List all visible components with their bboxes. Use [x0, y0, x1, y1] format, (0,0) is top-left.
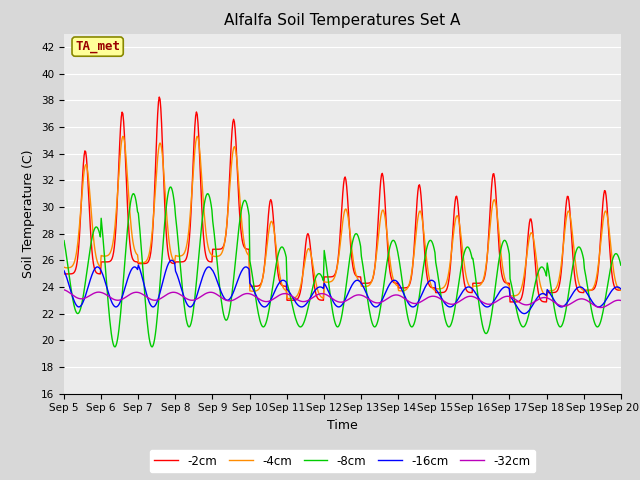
- -32cm: [60, 287, 68, 293]
- -4cm: [127, 227, 135, 232]
- -16cm: [127, 267, 135, 273]
- -16cm: [428, 277, 435, 283]
- -4cm: [286, 296, 294, 301]
- -2cm: [127, 252, 135, 257]
- -2cm: [185, 243, 193, 249]
- -8cm: [428, 239, 436, 244]
- -4cm: [214, 253, 222, 259]
- -8cm: [215, 277, 223, 283]
- -16cm: [185, 303, 193, 309]
- Line: -8cm: -8cm: [64, 187, 621, 347]
- Line: -4cm: -4cm: [64, 136, 621, 299]
- -2cm: [60, 271, 68, 277]
- -8cm: [186, 324, 193, 330]
- -4cm: [193, 133, 201, 139]
- -8cm: [617, 262, 625, 268]
- Line: -32cm: -32cm: [64, 290, 621, 308]
- -4cm: [428, 284, 436, 290]
- -32cm: [70, 293, 78, 299]
- -16cm: [411, 303, 419, 309]
- -32cm: [410, 300, 418, 306]
- Title: Alfalfa Soil Temperatures Set A: Alfalfa Soil Temperatures Set A: [224, 13, 461, 28]
- Legend: -2cm, -4cm, -8cm, -16cm, -32cm: -2cm, -4cm, -8cm, -16cm, -32cm: [150, 450, 535, 472]
- -32cm: [426, 294, 434, 300]
- X-axis label: Time: Time: [327, 419, 358, 432]
- -16cm: [617, 286, 625, 292]
- -32cm: [184, 297, 192, 302]
- -4cm: [412, 235, 419, 241]
- -2cm: [70, 270, 78, 276]
- -8cm: [111, 344, 119, 350]
- -8cm: [167, 184, 175, 190]
- -16cm: [70, 298, 78, 304]
- -2cm: [156, 94, 163, 100]
- -8cm: [60, 238, 68, 243]
- -16cm: [168, 257, 175, 263]
- Y-axis label: Soil Temperature (C): Soil Temperature (C): [22, 149, 35, 278]
- -4cm: [184, 235, 192, 241]
- -8cm: [412, 315, 419, 321]
- -4cm: [70, 260, 78, 266]
- -4cm: [60, 264, 68, 270]
- -16cm: [60, 268, 68, 274]
- -2cm: [509, 299, 516, 305]
- -2cm: [214, 246, 222, 252]
- -2cm: [617, 288, 625, 293]
- -32cm: [617, 298, 625, 303]
- -32cm: [597, 305, 605, 311]
- -32cm: [214, 292, 221, 298]
- Text: TA_met: TA_met: [75, 40, 120, 53]
- -8cm: [70, 302, 78, 308]
- -16cm: [214, 281, 222, 287]
- -32cm: [127, 291, 135, 297]
- Line: -2cm: -2cm: [64, 97, 621, 302]
- -16cm: [520, 311, 528, 316]
- Line: -16cm: -16cm: [64, 260, 621, 313]
- -2cm: [428, 285, 435, 290]
- -2cm: [411, 234, 419, 240]
- -8cm: [128, 192, 136, 198]
- -4cm: [617, 288, 625, 293]
